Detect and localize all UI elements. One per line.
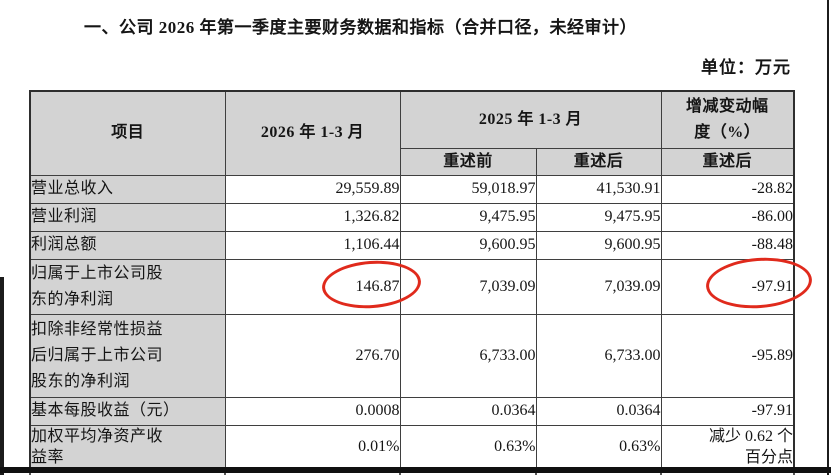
row-label: 营业利润 <box>29 202 226 232</box>
unit-label: 单位：万元 <box>701 58 791 77</box>
financial-table: 项目 2026 年 1-3 月 2025 年 1-3 月 增减变动幅 度（%） … <box>29 90 814 470</box>
circled-value: -97.91 <box>751 277 793 295</box>
circled-value: 146.87 <box>355 277 400 295</box>
row-label: 利润总额 <box>29 230 226 260</box>
value-change: -95.89 <box>660 313 795 398</box>
next-row-border-stub <box>224 473 226 475</box>
value-restated-before: 7,039.09 <box>399 258 537 315</box>
header-2025: 2025 年 1-3 月 <box>399 90 662 149</box>
header-change-restated-after: 重述后 <box>660 147 795 176</box>
value-restated-after: 0.63% <box>535 424 662 470</box>
next-row-border-stub <box>793 473 795 475</box>
page-title: 一、公司 2026 年第一季度主要财务数据和指标（合并口径，未经审计） <box>84 18 637 37</box>
value-change: -97.91 <box>660 396 795 426</box>
value-2026: 1,326.82 <box>224 202 401 232</box>
row-label: 归属于上市公司股 东的净利润 <box>29 258 226 315</box>
value-restated-after: 41,530.91 <box>535 174 662 204</box>
table-row: 营业利润 1,326.82 9,475.95 9,475.95 -86.00 <box>29 202 795 232</box>
value-change: 减少 0.62 个 百分点 <box>660 424 795 470</box>
header-change: 增减变动幅 度（%） <box>660 90 795 149</box>
value-2026: 29,559.89 <box>224 174 401 204</box>
value-2026: 0.0008 <box>224 396 401 426</box>
next-row-border-stub <box>535 473 537 475</box>
value-2026: 0.01% <box>224 424 401 470</box>
row-label: 加权平均净资产收 益率 <box>29 424 226 470</box>
header-row-1: 项目 2026 年 1-3 月 2025 年 1-3 月 增减变动幅 度（%） <box>29 90 795 176</box>
table-row: 利润总额 1,106.44 9,600.95 9,600.95 -88.48 <box>29 230 795 260</box>
header-row-2: 重述前 重述后 重述后 <box>30 147 795 176</box>
row-label: 营业总收入 <box>29 174 226 204</box>
value-2026: 1,106.44 <box>224 230 401 260</box>
value-restated-after: 7,039.09 <box>535 258 662 315</box>
value-restated-before: 0.0364 <box>399 396 537 426</box>
value-change: -86.00 <box>660 202 795 232</box>
table-row: 营业总收入 29,559.89 59,018.97 41,530.91 -28.… <box>29 174 795 204</box>
next-row-border-stub <box>29 473 31 475</box>
table-row: 扣除非经常性损益 后归属于上市公司 股东的净利润 276.70 6,733.00… <box>29 313 795 398</box>
value-restated-before: 9,475.95 <box>399 202 537 232</box>
value-2026-circled: 146.87 <box>224 257 423 315</box>
value-restated-before: 6,733.00 <box>399 313 537 398</box>
value-restated-after: 0.0364 <box>535 396 662 426</box>
table-row: 基本每股收益（元） 0.0008 0.0364 0.0364 -97.91 <box>29 396 795 426</box>
header-item: 项目 <box>29 90 226 176</box>
value-2026: 276.70 <box>224 313 401 398</box>
value-restated-after: 6,733.00 <box>535 313 662 398</box>
table-row: 加权平均净资产收 益率 0.01% 0.63% 0.63% 减少 0.62 个 … <box>29 424 795 470</box>
header-restated-before: 重述前 <box>399 147 537 176</box>
header-2026: 2026 年 1-3 月 <box>224 90 401 176</box>
value-change-circled: -97.91 <box>660 253 814 315</box>
value-change: -88.48 <box>660 230 795 260</box>
row-label: 扣除非经常性损益 后归属于上市公司 股东的净利润 <box>29 313 226 398</box>
row-label: 基本每股收益（元） <box>29 396 226 426</box>
page-break-bar <box>0 467 831 473</box>
next-row-border-stub <box>399 473 401 475</box>
value-restated-after: 9,475.95 <box>535 202 662 232</box>
value-restated-before: 59,018.97 <box>399 174 537 204</box>
value-restated-after: 9,600.95 <box>535 230 662 260</box>
header-restated-after: 重述后 <box>535 147 662 176</box>
page-scan-border-right <box>827 0 829 475</box>
page-scan-border-left <box>0 277 4 475</box>
value-restated-before: 9,600.95 <box>399 230 537 260</box>
value-restated-before: 0.63% <box>399 424 537 470</box>
table-row: 归属于上市公司股 东的净利润 146.87 7,039.09 7,039.09 … <box>29 253 814 315</box>
next-row-border-stub <box>660 473 662 475</box>
value-change: -28.82 <box>660 174 795 204</box>
